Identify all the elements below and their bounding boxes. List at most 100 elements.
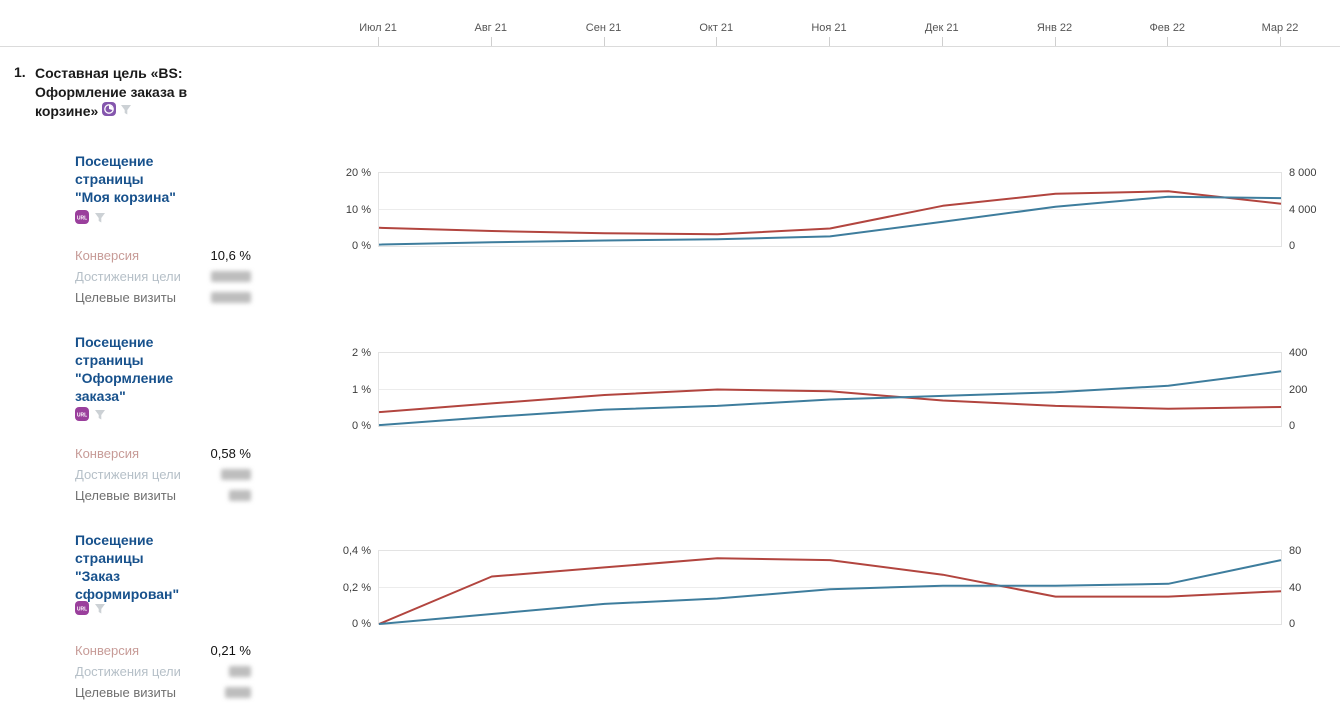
goal-step-title-order-created[interactable]: Посещение страницы "Заказ сформирован"	[75, 531, 225, 603]
chart-canvas	[378, 557, 1282, 625]
svg-text:URL: URL	[77, 606, 87, 612]
chart-canvas	[378, 190, 1282, 246]
metric-row-target-visits: Целевые визиты	[75, 682, 251, 703]
conversion-value: 0,58 %	[210, 446, 251, 461]
chart-canvas	[378, 370, 1282, 427]
title-line: страницы	[75, 550, 144, 566]
filter-icon[interactable]	[120, 102, 132, 121]
goal-step-title-checkout[interactable]: Посещение страницы "Оформление заказа"	[75, 333, 225, 405]
title-line: сформирован"	[75, 586, 180, 602]
header-divider	[0, 46, 1340, 47]
y-axis-tick: 10 %	[345, 203, 371, 216]
month-label: Июл 21	[359, 22, 397, 34]
month-tick	[1054, 37, 1056, 46]
month-tick	[716, 37, 718, 46]
metrics-block: Конверсия 10,6 % Достижения цели Целевые…	[75, 245, 251, 308]
y-axis-tick: 0	[1289, 420, 1296, 432]
redacted-value	[221, 469, 251, 480]
metric-row-goal-reaches: Достижения цели	[75, 661, 251, 682]
metric-row-conversion: Конверсия 0,58 %	[75, 443, 251, 464]
chart-checkout-trend[interactable]: 2 % 1 % 0 % 400 200 0	[352, 347, 1307, 432]
url-badge-icon: URL	[75, 210, 89, 229]
goal-step-title-my-cart[interactable]: Посещение страницы "Моя корзина"	[75, 152, 225, 206]
svg-text:URL: URL	[77, 215, 87, 221]
metric-row-target-visits: Целевые визиты	[75, 287, 251, 308]
title-line: страницы	[75, 352, 144, 368]
redacted-value	[211, 271, 251, 282]
goal-title-line: Составная цель «BS:	[35, 65, 183, 81]
metric-row-goal-reaches: Достижения цели	[75, 266, 251, 287]
svg-text:URL: URL	[77, 412, 87, 418]
goal-step-icons: URL	[75, 210, 106, 229]
metric-row-goal-reaches: Достижения цели	[75, 464, 251, 485]
url-badge-icon: URL	[75, 407, 89, 426]
month-label: Сен 21	[585, 22, 622, 34]
title-line: Посещение	[75, 532, 154, 548]
month-label: Фев 22	[1149, 22, 1186, 34]
y-axis-tick: 0	[1289, 240, 1296, 252]
chart-order-created-trend[interactable]: 0,4 % 0,2 % 0 % 80 40 0	[343, 545, 1301, 630]
conversion-label: Конверсия	[75, 446, 140, 461]
goal-title-line: корзине»	[35, 103, 99, 119]
composite-goal-icon	[102, 102, 117, 121]
goal-reaches-label: Достижения цели	[75, 664, 181, 679]
month-tick	[378, 37, 379, 46]
title-line: "Моя корзина"	[75, 189, 176, 205]
series-line-reaches	[378, 195, 1282, 246]
y-axis-tick: 0 %	[352, 240, 371, 252]
y-axis-tick: 20 %	[345, 167, 371, 179]
month-tick	[1280, 37, 1281, 46]
month-label: Авг 21	[474, 22, 507, 34]
series-line-reaches	[378, 370, 1282, 427]
month-tick	[941, 37, 943, 46]
month-tick	[1167, 37, 1169, 46]
title-line: "Заказ	[75, 568, 121, 584]
month-label: Мар 22	[1261, 22, 1299, 34]
conversion-label: Конверсия	[75, 248, 140, 263]
y-axis-tick: 0 %	[352, 420, 371, 432]
title-line: Посещение	[75, 153, 154, 169]
y-axis-tick: 1 %	[352, 383, 371, 396]
metric-row-target-visits: Целевые визиты	[75, 485, 251, 506]
goal-reaches-label: Достижения цели	[75, 269, 181, 284]
chart-my-cart-trend[interactable]: 20 % 10 % 0 % 8 000 4 000 0	[346, 167, 1317, 252]
month-label: Ноя 21	[811, 22, 847, 34]
title-line: "Оформление	[75, 370, 174, 386]
url-badge-icon: URL	[75, 601, 89, 620]
filter-icon[interactable]	[94, 408, 106, 426]
redacted-value	[225, 687, 251, 698]
metrics-block: Конверсия 0,21 % Достижения цели Целевые…	[75, 640, 251, 703]
target-visits-label: Целевые визиты	[75, 685, 177, 700]
redacted-value	[229, 666, 251, 677]
title-line: страницы	[75, 171, 144, 187]
conversion-value: 10,6 %	[210, 248, 251, 263]
target-visits-label: Целевые визиты	[75, 488, 177, 503]
conversion-label: Конверсия	[75, 643, 140, 658]
month-tick	[829, 37, 830, 46]
title-line: заказа"	[75, 388, 126, 404]
conversion-value: 0,21 %	[210, 643, 251, 658]
filter-icon[interactable]	[94, 211, 106, 229]
y-axis-tick: 0	[1289, 618, 1296, 630]
series-line-conversion	[378, 557, 1282, 625]
metrics-block: Конверсия 0,58 % Достижения цели Целевые…	[75, 443, 251, 506]
y-axis-tick: 200	[1289, 383, 1308, 396]
month-label: Дек 21	[924, 22, 959, 34]
y-axis-tick: 0,2 %	[342, 581, 371, 594]
y-axis-tick: 4 000	[1289, 203, 1317, 216]
goal-step-icons: URL	[75, 407, 106, 426]
filter-icon[interactable]	[94, 602, 106, 620]
y-axis-tick: 0 %	[352, 618, 371, 630]
metric-row-conversion: Конверсия 0,21 %	[75, 640, 251, 661]
series-line-reaches	[378, 559, 1282, 625]
goal-title-line: Оформление заказа в	[35, 84, 188, 100]
month-label: Янв 22	[1036, 22, 1073, 34]
metric-row-conversion: Конверсия 10,6 %	[75, 245, 251, 266]
title-line: Посещение	[75, 334, 154, 350]
month-tick	[490, 37, 492, 46]
month-label: Окт 21	[699, 22, 734, 34]
target-visits-label: Целевые визиты	[75, 290, 177, 305]
y-axis-tick: 400	[1289, 347, 1308, 359]
y-axis-tick: 80	[1289, 545, 1302, 557]
